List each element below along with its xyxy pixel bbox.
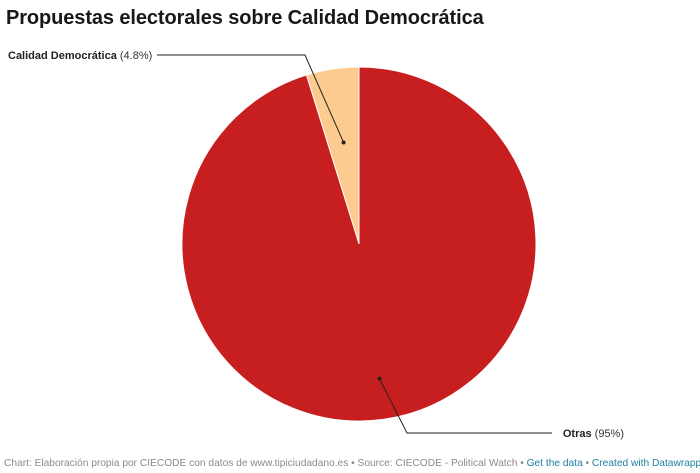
chart-title: Propuestas electorales sobre Calidad Dem…: [6, 7, 484, 29]
slice-label-value: (95%): [592, 428, 624, 440]
footer-source: Source: CIECODE - Political Watch: [357, 458, 518, 469]
leader-line: [379, 378, 552, 434]
slice-label: Calidad Democrática (4.8%): [8, 50, 152, 62]
footer-separator: •: [517, 458, 527, 469]
get-the-data-link[interactable]: Get the data: [526, 458, 583, 469]
leader-dot: [377, 376, 382, 381]
label-leader-lines: [157, 54, 552, 434]
datawrapper-link[interactable]: Created with Datawrapper: [591, 458, 700, 469]
slice-label-value: (4.8%): [117, 50, 152, 62]
slice-label-name: Otras: [563, 428, 592, 440]
pie-slices: [181, 66, 537, 422]
footer-separator: •: [582, 458, 592, 469]
leader-line: [157, 54, 345, 143]
slice-labels: Calidad Democrática (4.8%) Otras (95%): [8, 50, 624, 440]
slice-label-name: Calidad Democrática: [8, 50, 118, 62]
pie-slice-otras: [181, 66, 537, 422]
chart-footer: Chart: Elaboración propia por CIECODE co…: [4, 458, 700, 469]
footer-credit: Chart: Elaboración propia por CIECODE co…: [4, 458, 349, 469]
footer-separator: •: [348, 458, 358, 469]
slice-label: Otras (95%): [563, 428, 624, 440]
leader-dot: [341, 140, 346, 145]
